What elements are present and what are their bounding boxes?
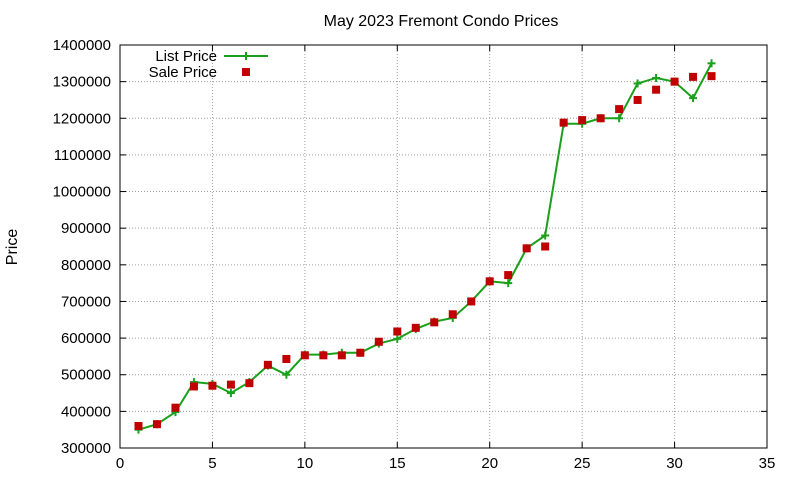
list-price-line [138, 62, 713, 431]
x-tick-label: 0 [116, 455, 124, 472]
y-tick-label: 1000000 [53, 184, 111, 201]
sale-price-point [522, 244, 531, 253]
sale-price-point [208, 381, 217, 390]
y-tick-label: 1300000 [53, 74, 111, 91]
y-tick-label: 700000 [61, 293, 111, 310]
list-price-point [633, 79, 642, 88]
list-price-point [226, 389, 235, 398]
list-price-point [393, 334, 402, 343]
sale-price-point [430, 318, 439, 327]
sale-price-point [356, 348, 365, 357]
y-tick-label: 300000 [61, 440, 111, 457]
sale-price-point [448, 310, 457, 319]
sale-price-point [467, 297, 476, 306]
sale-price-point [337, 351, 346, 360]
sale-price-point [152, 420, 161, 429]
sale-price-point [485, 277, 494, 286]
y-tick-label: 900000 [61, 220, 111, 237]
sale-price-point [189, 382, 198, 391]
sale-price-point [578, 116, 587, 125]
x-tick-label: 5 [208, 455, 216, 472]
y-tick-label: 600000 [61, 330, 111, 347]
y-tick-label: 1100000 [54, 147, 111, 164]
legend-list-price-marker [242, 52, 250, 60]
sale-price-point [263, 360, 272, 369]
legend-list-price-label: List Price [155, 48, 217, 65]
sale-price-point [171, 403, 180, 412]
sale-price-point [282, 354, 291, 363]
plot-frame [119, 44, 768, 449]
legend-list-price-swatch [224, 52, 268, 60]
legend-sale-price-swatch [242, 68, 250, 76]
sale-price-point [393, 327, 402, 336]
x-tick-label: 25 [574, 455, 591, 472]
y-tick-label: 400000 [61, 403, 111, 420]
sale-price-point [689, 72, 698, 81]
y-tick-label: 1200000 [53, 110, 111, 127]
list-price-point [707, 59, 716, 68]
sale-price-point [245, 379, 254, 388]
x-tick-label: 10 [297, 455, 314, 472]
list-price-point [541, 231, 550, 240]
sale-price-point [226, 380, 235, 389]
sale-price-point [504, 271, 513, 280]
series-layer [134, 59, 716, 434]
sale-price-point [319, 351, 328, 360]
sale-price-point [633, 95, 642, 104]
x-tick-label: 20 [481, 455, 498, 472]
sale-price-point [300, 351, 309, 360]
y-tick-label: 500000 [61, 367, 111, 384]
sale-price-point [707, 72, 716, 81]
sale-price-point [374, 337, 383, 346]
sale-price-point [615, 105, 624, 114]
list-price-point [282, 370, 291, 379]
list-price-point [652, 73, 661, 82]
x-tick-label: 15 [389, 455, 406, 472]
sale-price-point [134, 422, 143, 431]
sale-price-point [411, 323, 420, 332]
sale-price-point [559, 118, 568, 127]
sale-price-point [541, 242, 550, 251]
list-price-point [615, 114, 624, 123]
grid-lines [120, 45, 767, 448]
sale-price-point [670, 77, 679, 86]
y-tick-label: 1400000 [53, 37, 111, 54]
x-tick-label: 35 [759, 455, 776, 472]
list-price-point [689, 94, 698, 103]
list-price-point [504, 279, 513, 288]
legend-sale-price-label: Sale Price [149, 64, 217, 81]
sale-price-point [596, 114, 605, 123]
sale-price-point [652, 85, 661, 94]
y-axis-label: Price [4, 229, 21, 266]
legend-sale-price-marker [242, 68, 250, 76]
x-tick-label: 30 [666, 455, 683, 472]
y-tick-label: 800000 [61, 257, 111, 274]
axis-ticks: 0 5 10 15 20 25 30 35 300000 400000 500000 600000 70… [53, 37, 776, 472]
chart-title: May 2023 Fremont Condo Prices [324, 13, 559, 30]
legend: List Price Sale Price [149, 48, 268, 81]
